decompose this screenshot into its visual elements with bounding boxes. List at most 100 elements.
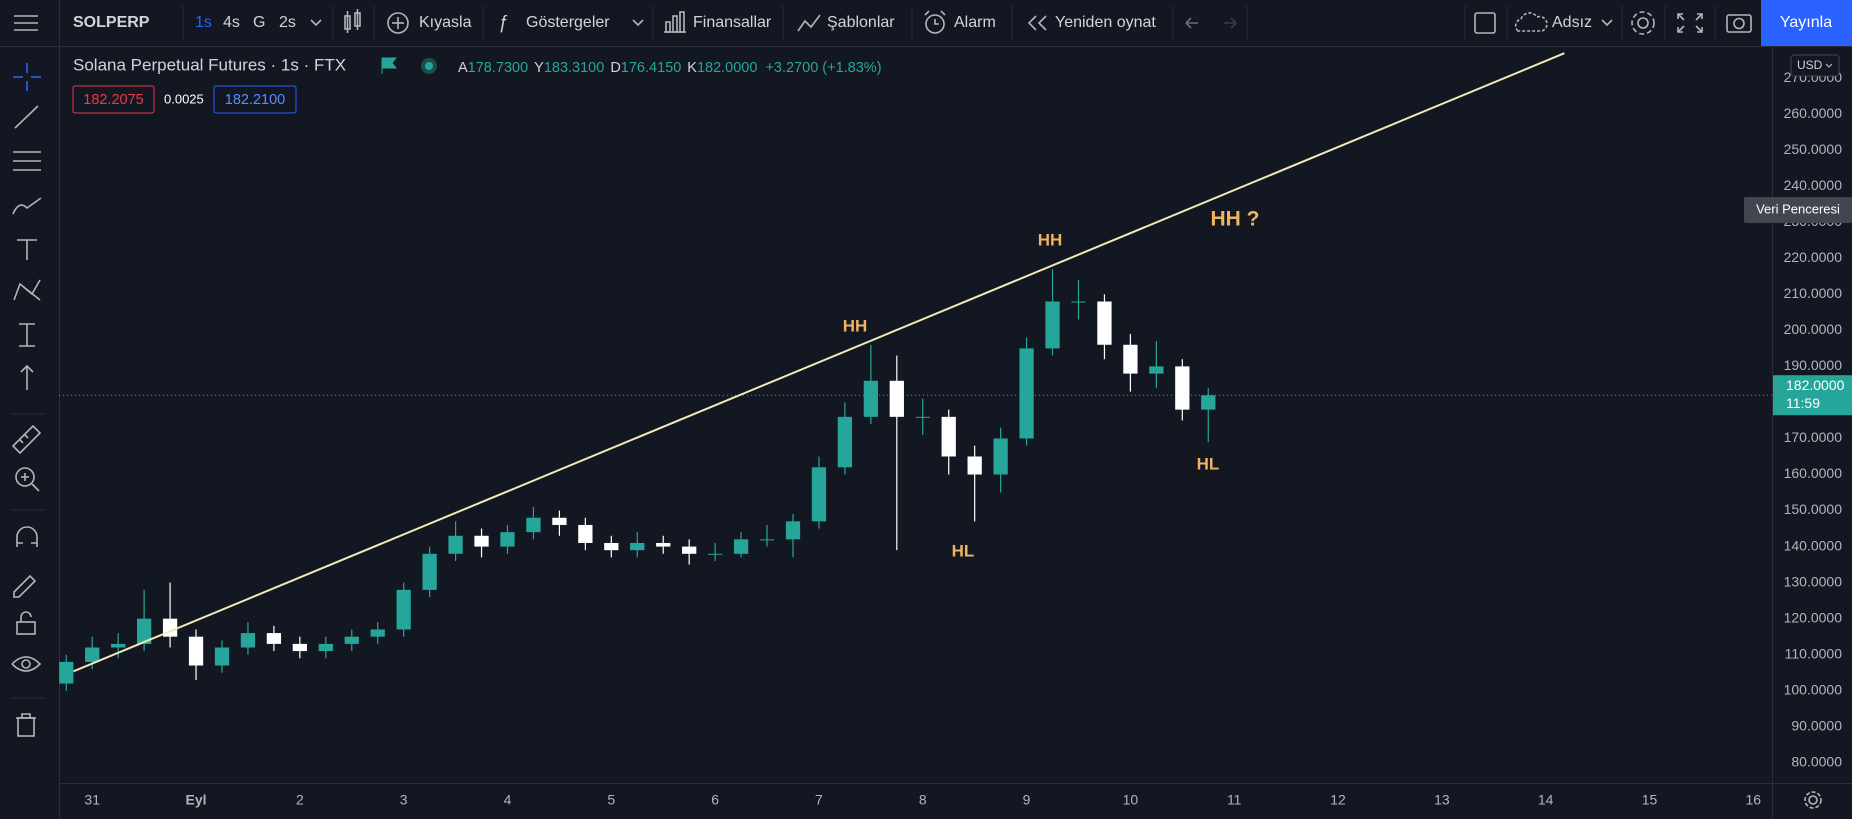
publish-button[interactable] <box>1761 0 1852 46</box>
ask-price: 182.2100 <box>225 92 285 108</box>
bid-price: 182.2075 <box>83 92 143 108</box>
dropdown-icon[interactable] <box>632 19 644 27</box>
redo-icon[interactable] <box>1224 17 1237 29</box>
layout-name[interactable]: Adsız <box>1552 14 1592 31</box>
chart-type-icon[interactable] <box>344 9 361 33</box>
y-tick-label: 200.0000 <box>1784 321 1843 337</box>
lock-tool[interactable] <box>16 611 36 635</box>
legend: Solana Perpetual Futures · 1s · FTX A178… <box>72 55 882 114</box>
candle-body <box>785 521 801 540</box>
y-tick-label: 100.0000 <box>1784 681 1843 697</box>
interval[interactable]: 4s <box>223 14 240 31</box>
data-window-tooltip[interactable] <box>1744 197 1852 223</box>
y-tick-label: 80.0000 <box>1791 754 1842 770</box>
candle-body <box>370 629 385 637</box>
brush-tool[interactable] <box>12 197 42 215</box>
toolbar-button[interactable]: Şablonlar <box>827 14 895 31</box>
cloud-icon[interactable] <box>1514 12 1548 32</box>
bid-box[interactable] <box>72 85 155 114</box>
toolbar-button[interactable]: Kıyasla <box>419 14 472 31</box>
symbol[interactable]: SOLPERP <box>73 14 150 31</box>
candle-body <box>733 539 749 554</box>
ask-box[interactable] <box>213 85 297 114</box>
fib-tool[interactable] <box>13 151 41 171</box>
dropdown-icon[interactable] <box>1825 63 1833 68</box>
candle-body <box>941 416 956 457</box>
candle-body <box>578 524 593 543</box>
indicator-icon[interactable]: ƒ <box>498 12 508 32</box>
projection-tool[interactable] <box>19 323 35 347</box>
magnet-tool[interactable] <box>16 526 38 547</box>
ohlc-value: 182.0000 <box>697 60 757 76</box>
fullscreen-icon[interactable] <box>1677 13 1703 33</box>
data-window-label[interactable]: Veri Penceresi <box>1756 201 1840 216</box>
candle-body <box>604 542 619 551</box>
toolbar-button[interactable]: Finansallar <box>693 14 772 31</box>
ohlc-label: D <box>610 60 620 76</box>
toolbar-button[interactable]: Alarm <box>954 14 996 31</box>
snapshot-icon[interactable] <box>1726 14 1752 33</box>
toolbar-button[interactable]: Yeniden oynat <box>1055 14 1156 31</box>
status-dot-core <box>425 62 433 70</box>
toolbar-button[interactable]: Göstergeler <box>526 14 610 31</box>
candle-body <box>630 542 645 551</box>
arrow-tool[interactable] <box>20 364 34 390</box>
y-tick-label: 220.0000 <box>1784 249 1843 265</box>
candle-body <box>1071 301 1086 303</box>
candle-body <box>111 643 126 648</box>
drawing-mode-tool[interactable] <box>13 574 37 598</box>
dropdown-icon[interactable] <box>1601 19 1613 27</box>
flag-icon <box>381 57 398 74</box>
interval[interactable]: 2s <box>279 14 296 31</box>
candle-body <box>967 456 982 475</box>
candle-body <box>1149 366 1164 374</box>
x-tick-label: 8 <box>919 792 927 808</box>
axes: 80.0000 90.0000 100.0000 110.0000 120.0000 13… <box>84 69 1842 808</box>
x-tick-label: Eyl <box>186 792 207 808</box>
ohlc-value: 183.3100 <box>544 60 604 76</box>
undo-icon[interactable] <box>1185 17 1198 29</box>
candle-body <box>59 661 74 684</box>
financials-icon[interactable] <box>664 11 686 33</box>
dropdown-icon[interactable] <box>310 19 322 27</box>
candle-body <box>1019 348 1034 439</box>
pattern-tool[interactable] <box>13 279 41 301</box>
x-tick-label: 9 <box>1023 792 1031 808</box>
currency-button[interactable] <box>1790 54 1840 77</box>
last-price-tag <box>1773 375 1852 416</box>
crosshair-tool[interactable] <box>13 63 41 91</box>
layout-icon[interactable] <box>1474 12 1496 34</box>
trendline-tool[interactable] <box>14 105 39 129</box>
candle-body <box>448 535 463 554</box>
interval[interactable]: 1s <box>195 14 212 31</box>
chart-title: Solana Perpetual Futures · 1s · FTX <box>73 55 346 74</box>
ruler-tool[interactable] <box>11 424 42 455</box>
x-tick-label: 11 <box>1227 792 1242 808</box>
interval[interactable]: G <box>253 14 265 31</box>
delete-tool[interactable] <box>16 713 36 737</box>
text-tool[interactable] <box>17 239 37 260</box>
compare-icon[interactable] <box>387 12 409 34</box>
replay-icon[interactable] <box>1027 15 1047 31</box>
candle-body <box>863 380 878 417</box>
zoom-tool[interactable] <box>15 467 40 492</box>
candle-body <box>1123 344 1138 374</box>
y-tick-label: 140.0000 <box>1784 537 1843 553</box>
ohlc-label: A <box>458 60 468 76</box>
y-tick-label: 170.0000 <box>1784 429 1843 445</box>
left-toolbar <box>11 46 60 819</box>
templates-icon[interactable] <box>797 14 821 32</box>
candle-body <box>682 546 697 554</box>
currency[interactable]: USD <box>1797 58 1823 72</box>
visibility-tool[interactable] <box>11 656 42 672</box>
publish-label[interactable]: Yayınla <box>1780 14 1832 31</box>
candle-body <box>292 643 307 652</box>
annotation: HL <box>1197 454 1220 473</box>
axis-settings-icon[interactable] <box>1804 791 1822 809</box>
ohlc-value: 178.7300 <box>468 60 528 76</box>
settings-icon[interactable] <box>1631 11 1655 35</box>
menu-icon[interactable] <box>14 15 38 31</box>
candle-body <box>188 636 204 666</box>
alarm-icon[interactable] <box>924 10 946 34</box>
plot-area <box>59 52 1772 691</box>
